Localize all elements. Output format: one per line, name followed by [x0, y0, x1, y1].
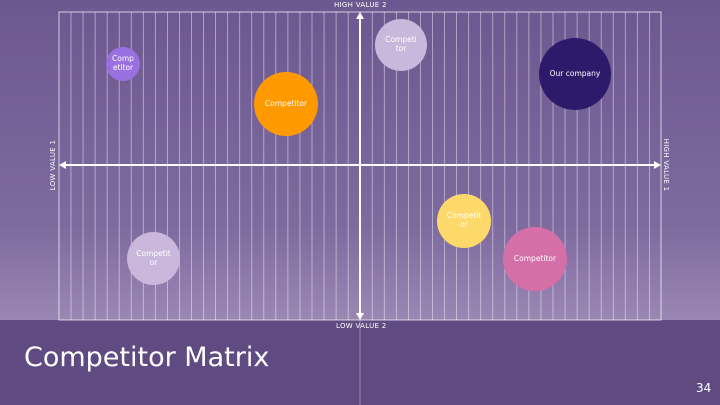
arrow-right — [654, 161, 661, 169]
arrow-up — [356, 12, 364, 19]
axis-label-right: HIGH VALUE 1 — [662, 138, 670, 192]
axis-label-top: HIGH VALUE 2 — [334, 1, 387, 9]
bubble: Our company — [539, 38, 611, 110]
bubble: Competitor — [127, 232, 180, 285]
bubble: Competitor — [503, 227, 567, 291]
bubble: Competitor — [437, 194, 491, 248]
page-number: 34 — [696, 381, 712, 395]
axis-label-bottom: LOW VALUE 2 — [336, 322, 387, 330]
title-band — [0, 320, 720, 405]
bubble: Competitor — [106, 47, 140, 81]
slide-title: Competitor Matrix — [24, 342, 270, 373]
axis-label-left: LOW VALUE 1 — [49, 139, 57, 191]
arrow-down — [356, 313, 364, 320]
arrow-left — [59, 161, 66, 169]
bubble: Competitor — [254, 72, 318, 136]
bubble: Competitor — [375, 19, 427, 71]
